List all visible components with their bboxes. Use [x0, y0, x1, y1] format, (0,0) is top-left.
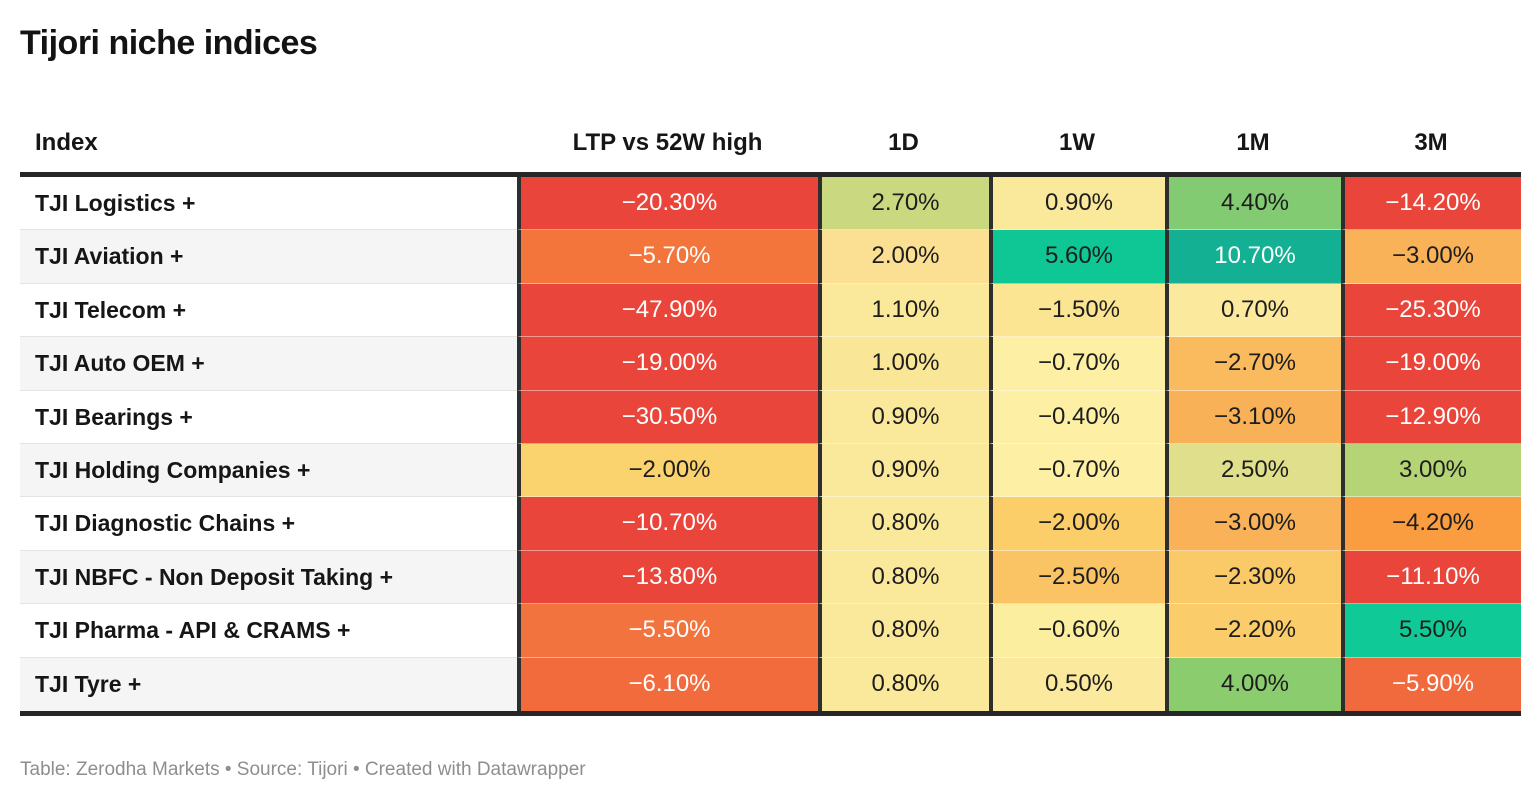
- value-cell: −10.70%: [517, 497, 818, 551]
- value-cell: −2.50%: [989, 550, 1165, 605]
- value-cell: −2.70%: [1165, 337, 1341, 391]
- value-cell: −12.90%: [1341, 390, 1521, 444]
- value-cell: −0.70%: [989, 337, 1165, 391]
- value-cell: −25.30%: [1341, 283, 1521, 338]
- table-row: TJI Tyre + −6.10% 0.80% 0.50% 4.00% −5.9…: [20, 657, 1521, 711]
- table-row: TJI Holding Companies + −2.00% 0.90% −0.…: [20, 443, 1521, 498]
- value-cell: −19.00%: [517, 337, 818, 391]
- table-row: TJI NBFC - Non Deposit Taking + −13.80% …: [20, 550, 1521, 605]
- value-cell: −47.90%: [517, 283, 818, 338]
- value-cell: −2.30%: [1165, 550, 1341, 605]
- value-cell: −30.50%: [517, 390, 818, 444]
- index-name-cell[interactable]: TJI Tyre +: [20, 657, 517, 711]
- value-cell: −2.00%: [517, 443, 818, 498]
- table-row: TJI Auto OEM + −19.00% 1.00% −0.70% −2.7…: [20, 337, 1521, 391]
- value-cell: 1.00%: [818, 337, 989, 391]
- value-cell: −5.90%: [1341, 657, 1521, 711]
- table-body: TJI Logistics + −20.30% 2.70% 0.90% 4.40…: [20, 177, 1521, 716]
- attribution-footer: Table: Zerodha Markets • Source: Tijori …: [20, 758, 586, 780]
- value-cell: −0.60%: [989, 604, 1165, 658]
- value-cell: −0.40%: [989, 390, 1165, 444]
- value-cell: −2.00%: [989, 497, 1165, 551]
- value-cell: −4.20%: [1341, 497, 1521, 551]
- column-header-1w: 1W: [1059, 129, 1095, 156]
- index-name-cell[interactable]: TJI Holding Companies +: [20, 443, 517, 498]
- value-cell: 0.90%: [818, 390, 989, 444]
- value-cell: 2.50%: [1165, 443, 1341, 498]
- value-cell: 4.40%: [1165, 177, 1341, 231]
- value-cell: −3.00%: [1341, 230, 1521, 284]
- index-name-cell[interactable]: TJI Auto OEM +: [20, 337, 517, 391]
- value-cell: −19.00%: [1341, 337, 1521, 391]
- value-cell: 0.80%: [818, 657, 989, 711]
- table-row: TJI Aviation + −5.70% 2.00% 5.60% 10.70%…: [20, 230, 1521, 284]
- table-row: TJI Diagnostic Chains + −10.70% 0.80% −2…: [20, 497, 1521, 551]
- table-row: TJI Telecom + −47.90% 1.10% −1.50% 0.70%…: [20, 283, 1521, 338]
- table-row: TJI Bearings + −30.50% 0.90% −0.40% −3.1…: [20, 390, 1521, 444]
- table-row: TJI Pharma - API & CRAMS + −5.50% 0.80% …: [20, 604, 1521, 658]
- table-row: TJI Logistics + −20.30% 2.70% 0.90% 4.40…: [20, 177, 1521, 231]
- index-name-cell[interactable]: TJI Diagnostic Chains +: [20, 497, 517, 551]
- value-cell: 2.70%: [818, 177, 989, 231]
- table-card: Tijori niche indices Index LTP vs 52W hi…: [20, 22, 1521, 782]
- value-cell: 5.60%: [989, 230, 1165, 284]
- column-header-1d: 1D: [888, 129, 919, 156]
- value-cell: −3.10%: [1165, 390, 1341, 444]
- index-name-cell[interactable]: TJI Pharma - API & CRAMS +: [20, 604, 517, 658]
- value-cell: 4.00%: [1165, 657, 1341, 711]
- value-cell: 1.10%: [818, 283, 989, 338]
- index-name-cell[interactable]: TJI Logistics +: [20, 177, 517, 231]
- value-cell: −3.00%: [1165, 497, 1341, 551]
- index-name-cell[interactable]: TJI NBFC - Non Deposit Taking +: [20, 550, 517, 605]
- value-cell: 0.80%: [818, 497, 989, 551]
- value-cell: −13.80%: [517, 550, 818, 605]
- value-cell: 2.00%: [818, 230, 989, 284]
- value-cell: 0.80%: [818, 604, 989, 658]
- value-cell: 5.50%: [1341, 604, 1521, 658]
- column-header-1m: 1M: [1236, 129, 1270, 156]
- column-header-index: Index: [35, 129, 98, 156]
- value-cell: 10.70%: [1165, 230, 1341, 284]
- index-name-cell[interactable]: TJI Aviation +: [20, 230, 517, 284]
- value-cell: −6.10%: [517, 657, 818, 711]
- value-cell: −0.70%: [989, 443, 1165, 498]
- value-cell: −1.50%: [989, 283, 1165, 338]
- value-cell: −5.50%: [517, 604, 818, 658]
- value-cell: −14.20%: [1341, 177, 1521, 231]
- value-cell: −5.70%: [517, 230, 818, 284]
- value-cell: −2.20%: [1165, 604, 1341, 658]
- page-title: Tijori niche indices: [20, 24, 318, 62]
- value-cell: 0.90%: [818, 443, 989, 498]
- value-cell: 0.90%: [989, 177, 1165, 231]
- table-header-row: Index LTP vs 52W high 1D 1W 1M 3M: [20, 64, 1521, 177]
- column-header-3m: 3M: [1414, 129, 1448, 156]
- value-cell: 0.50%: [989, 657, 1165, 711]
- index-name-cell[interactable]: TJI Telecom +: [20, 283, 517, 338]
- value-cell: −20.30%: [517, 177, 818, 231]
- value-cell: 0.80%: [818, 550, 989, 605]
- index-name-cell[interactable]: TJI Bearings +: [20, 390, 517, 444]
- value-cell: −11.10%: [1341, 550, 1521, 605]
- column-header-ltp-vs-52w-high: LTP vs 52W high: [572, 129, 763, 156]
- value-cell: 0.70%: [1165, 283, 1341, 338]
- value-cell: 3.00%: [1341, 443, 1521, 498]
